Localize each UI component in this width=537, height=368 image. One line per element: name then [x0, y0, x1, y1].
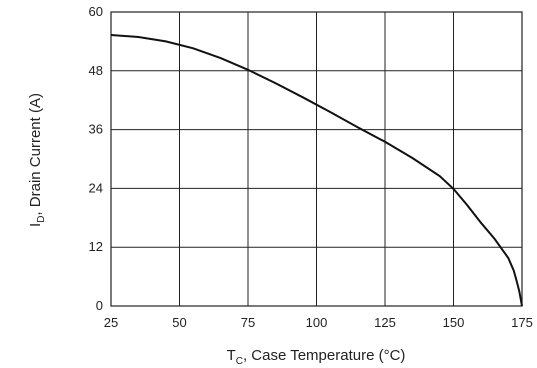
y-tick-label: 60: [89, 4, 103, 19]
grid: [110, 11, 523, 307]
x-tick-label: 25: [104, 315, 118, 330]
y-tick-label: 0: [96, 298, 103, 313]
drain-current-curve: [110, 34, 523, 307]
x-tick-labels: 25 50 75 100 125 150 175: [104, 315, 533, 330]
y-tick-label: 48: [89, 63, 103, 78]
x-tick-label: 100: [306, 315, 328, 330]
x-axis-title: TC, Case Temperature (°C): [227, 347, 406, 367]
x-tick-label: 75: [241, 315, 255, 330]
y-tick-label: 12: [89, 239, 103, 254]
x-tick-label: 50: [172, 315, 186, 330]
plot-frame: [110, 11, 523, 307]
x-tick-label: 175: [511, 315, 533, 330]
x-tick-label: 125: [374, 315, 396, 330]
y-tick-label: 36: [89, 122, 103, 137]
x-tick-label: 150: [443, 315, 465, 330]
y-axis-title: ID, Drain Current (A): [27, 93, 47, 227]
y-tick-label: 24: [89, 180, 103, 195]
y-tick-labels: 0 12 24 36 48 60: [89, 4, 103, 313]
